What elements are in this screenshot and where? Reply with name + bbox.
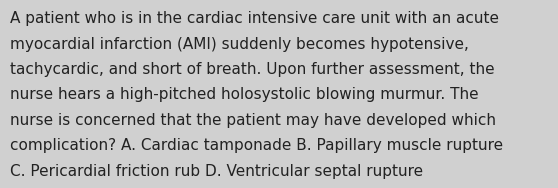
Text: A patient who is in the cardiac intensive care unit with an acute: A patient who is in the cardiac intensiv…	[10, 11, 499, 26]
Text: C. Pericardial friction rub D. Ventricular septal rupture: C. Pericardial friction rub D. Ventricul…	[10, 164, 423, 179]
Text: complication? A. Cardiac tamponade B. Papillary muscle rupture: complication? A. Cardiac tamponade B. Pa…	[10, 138, 503, 153]
Text: myocardial infarction (AMI) suddenly becomes hypotensive,: myocardial infarction (AMI) suddenly bec…	[10, 37, 469, 52]
Text: nurse is concerned that the patient may have developed which: nurse is concerned that the patient may …	[10, 113, 496, 128]
Text: tachycardic, and short of breath. Upon further assessment, the: tachycardic, and short of breath. Upon f…	[10, 62, 495, 77]
Text: nurse hears a high-pitched holosystolic blowing murmur. The: nurse hears a high-pitched holosystolic …	[10, 87, 479, 102]
